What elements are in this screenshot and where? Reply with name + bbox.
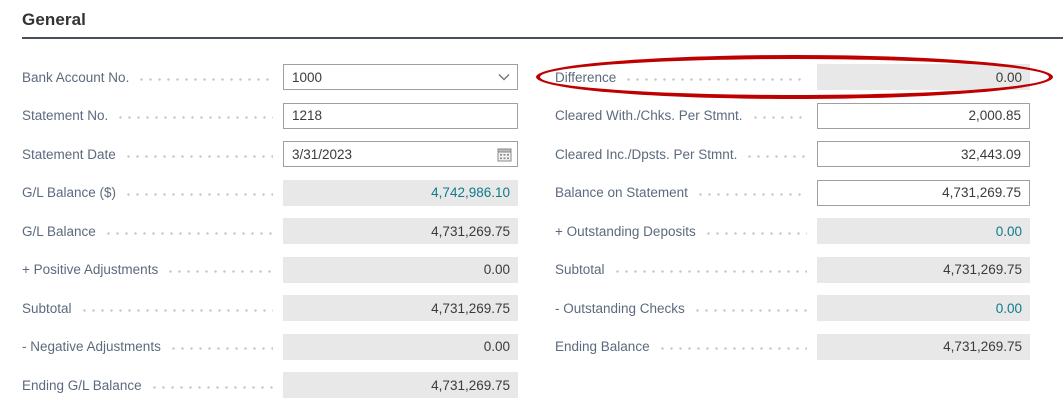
field-row-cleared-deposits: Cleared Inc./Dpsts. Per Stmnt. — [555, 141, 1030, 167]
negative-adjustments-label: - Negative Adjustments — [22, 339, 161, 354]
field-row-difference: Difference 0.00 — [555, 64, 1030, 90]
field-row-outstanding-checks: - Outstanding Checks 0.00 — [555, 295, 1030, 321]
subtotal-right-value: 4,731,269.75 — [817, 256, 1030, 283]
balance-on-statement-field[interactable] — [817, 179, 1030, 206]
field-row-ending-gl-balance: Ending G/L Balance 4,731,269.75 — [22, 372, 518, 398]
field-row-bank-account-no: Bank Account No. — [22, 64, 518, 90]
left-column: Bank Account No. Statement No. Statement… — [22, 64, 518, 401]
field-row-gl-balance-lcy: G/L Balance ($) 4,742,986.10 — [22, 179, 518, 206]
subtotal-left-label: Subtotal — [22, 300, 72, 316]
dotted-leader — [137, 77, 273, 81]
dotted-leader — [703, 231, 807, 235]
statement-no-label: Statement No. — [22, 108, 109, 123]
calendar-icon[interactable] — [491, 142, 517, 166]
subtotal-right-label: Subtotal — [555, 262, 605, 277]
balance-on-statement-label: Balance on Statement — [555, 185, 688, 200]
field-row-subtotal-left: Subtotal 4,731,269.75 — [22, 295, 518, 321]
field-row-statement-no: Statement No. — [22, 102, 518, 129]
field-row-gl-balance: G/L Balance 4,731,269.75 — [22, 218, 518, 244]
cleared-withdrawals-label: Cleared With./Chks. Per Stmnt. — [555, 108, 743, 123]
field-row-cleared-withdrawals: Cleared With./Chks. Per Stmnt. — [555, 102, 1030, 129]
general-fasttab: Bank Account No. Statement No. Statement… — [22, 55, 1063, 401]
statement-date-label: Statement Date — [22, 146, 116, 162]
dotted-leader — [695, 193, 807, 196]
dotted-leader — [123, 154, 273, 158]
cleared-deposits-label: Cleared Inc./Dpsts. Per Stmnt. — [555, 146, 738, 162]
dotted-leader — [745, 154, 807, 158]
difference-label: Difference — [555, 69, 617, 85]
statement-no-input[interactable] — [284, 103, 517, 128]
ending-gl-balance-label: Ending G/L Balance — [22, 377, 142, 393]
positive-adjustments-value: 0.00 — [283, 256, 518, 283]
dotted-leader — [750, 116, 807, 119]
dotted-leader — [124, 193, 273, 196]
dotted-leader — [79, 308, 273, 312]
dotted-leader — [168, 347, 273, 350]
dotted-leader — [116, 116, 273, 119]
section-divider — [22, 37, 1063, 39]
chevron-down-icon[interactable] — [491, 65, 517, 89]
dotted-leader — [612, 270, 807, 273]
cleared-withdrawals-field[interactable] — [817, 102, 1030, 129]
gl-balance-value: 4,731,269.75 — [283, 218, 518, 244]
ending-balance-label: Ending Balance — [555, 339, 650, 354]
outstanding-deposits-label: + Outstanding Deposits — [555, 223, 696, 239]
bank-account-no-combobox[interactable] — [283, 64, 518, 90]
cleared-deposits-field[interactable] — [817, 141, 1030, 167]
subtotal-left-value: 4,731,269.75 — [283, 295, 518, 321]
balance-on-statement-input[interactable] — [818, 180, 1029, 205]
dotted-leader — [149, 385, 273, 389]
section-title[interactable]: General — [22, 10, 87, 29]
dotted-leader — [166, 270, 273, 273]
right-column: Difference 0.00 Cleared With./Chks. Per … — [536, 55, 1053, 401]
gl-balance-label: G/L Balance — [22, 223, 96, 239]
outstanding-checks-value[interactable]: 0.00 — [817, 295, 1030, 321]
dotted-leader — [103, 231, 273, 235]
dotted-leader — [692, 308, 807, 312]
statement-date-field[interactable] — [283, 141, 518, 167]
field-row-subtotal-right: Subtotal 4,731,269.75 — [555, 256, 1030, 283]
field-row-positive-adjustments: + Positive Adjustments 0.00 — [22, 256, 518, 283]
dotted-leader — [624, 77, 807, 81]
cleared-withdrawals-input[interactable] — [818, 103, 1029, 128]
outstanding-deposits-value[interactable]: 0.00 — [817, 218, 1030, 244]
field-row-statement-date: Statement Date — [22, 141, 518, 167]
gl-balance-lcy-label: G/L Balance ($) — [22, 185, 117, 200]
difference-value: 0.00 — [817, 64, 1030, 90]
ending-gl-balance-value: 4,731,269.75 — [283, 372, 518, 398]
outstanding-checks-label: - Outstanding Checks — [555, 300, 685, 316]
gl-balance-lcy-value[interactable]: 4,742,986.10 — [283, 179, 518, 206]
cleared-deposits-input[interactable] — [818, 142, 1029, 166]
bank-account-no-input[interactable] — [284, 65, 491, 89]
positive-adjustments-label: + Positive Adjustments — [22, 262, 159, 277]
field-row-outstanding-deposits: + Outstanding Deposits 0.00 — [555, 218, 1030, 244]
dotted-leader — [657, 347, 807, 350]
ending-balance-value: 4,731,269.75 — [817, 333, 1030, 360]
negative-adjustments-value: 0.00 — [283, 333, 518, 360]
bank-account-no-label: Bank Account No. — [22, 69, 130, 85]
field-row-negative-adjustments: - Negative Adjustments 0.00 — [22, 333, 518, 360]
field-row-balance-on-statement: Balance on Statement — [555, 179, 1030, 206]
field-row-ending-balance: Ending Balance 4,731,269.75 — [555, 333, 1030, 360]
statement-no-field[interactable] — [283, 102, 518, 129]
statement-date-input[interactable] — [284, 142, 491, 166]
